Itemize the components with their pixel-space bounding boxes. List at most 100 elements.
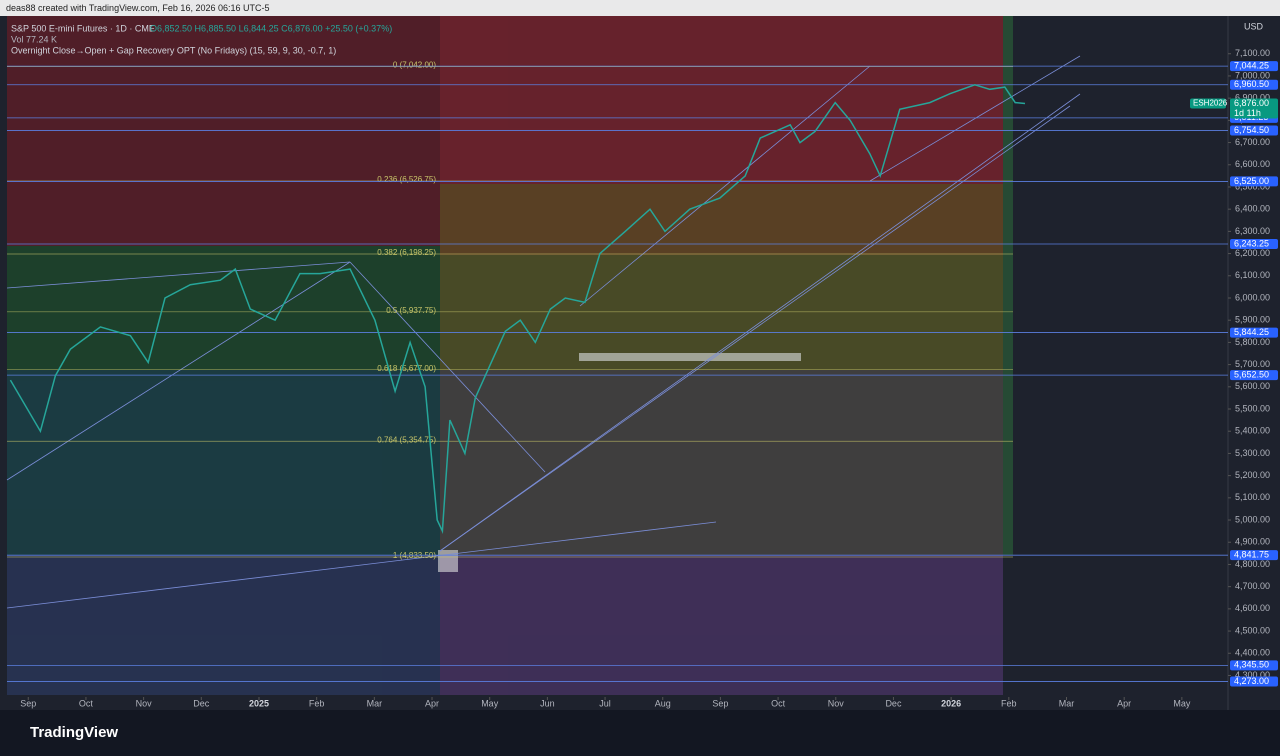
y-tick-label: 5,000.00	[1235, 514, 1270, 524]
price-tag-label: 5,652.50	[1234, 370, 1269, 380]
symbol: S&P 500 E-mini Futures · 1D · CME	[11, 23, 155, 33]
y-tick-label: 5,700.00	[1235, 359, 1270, 369]
price-tag-label: 7,044.25	[1234, 61, 1269, 71]
y-tick-label: 5,800.00	[1235, 337, 1270, 347]
y-tick-label: 4,700.00	[1235, 581, 1270, 591]
x-tick-label: Nov	[136, 698, 153, 708]
zone	[7, 246, 440, 370]
trendlines	[6, 55, 1081, 609]
currency: USD	[1244, 21, 1264, 31]
price-tag-label: 6,754.50	[1234, 125, 1269, 135]
zone	[1003, 16, 1013, 555]
x-tick-label: Mar	[1059, 698, 1075, 708]
trendline	[6, 521, 717, 609]
volume: Vol 77.24 K	[11, 34, 57, 44]
price-tag	[1230, 238, 1278, 249]
y-tick-label: 4,600.00	[1235, 603, 1270, 613]
ohlc: O6,852.50 H6,885.50 L6,844.25 C6,876.00 …	[150, 23, 392, 33]
y-tick-label: 6,600.00	[1235, 159, 1270, 169]
x-tick-label: Jun	[540, 698, 555, 708]
box	[579, 353, 801, 361]
fib-label: 0.382 (6,198.25)	[377, 248, 436, 257]
price-tag-label: 6,243.25	[1234, 238, 1269, 248]
price-line	[9, 84, 1026, 535]
fib-label: 0.236 (6,526.75)	[377, 175, 436, 184]
trendline	[349, 261, 546, 473]
y-tick-label: 5,900.00	[1235, 315, 1270, 325]
price-tag	[1230, 660, 1278, 671]
last-price-label: 6,876.00	[1234, 98, 1269, 108]
x-tick-label: Feb	[309, 698, 325, 708]
y-tick-label: 6,900.00	[1235, 93, 1270, 103]
chart: USD S&P 500 E-mini Futures · 1D · CME O6…	[0, 16, 1280, 710]
x-tick-label: 2025	[249, 698, 269, 708]
x-tick-label: May	[481, 698, 499, 708]
header: deas88 created with TradingView.com, Feb…	[0, 0, 1280, 16]
price-tag-label: 4,345.50	[1234, 660, 1269, 670]
price-tag-label: 5,844.25	[1234, 327, 1269, 337]
trendline	[439, 93, 1081, 552]
fib-label: 0 (7,042.00)	[393, 61, 436, 70]
fib-label: 0.5 (5,937.75)	[386, 306, 436, 315]
fib-label: 0.618 (5,677.00)	[377, 364, 436, 373]
y-tick-label: 6,700.00	[1235, 137, 1270, 147]
y-tick-label: 7,100.00	[1235, 48, 1270, 58]
x-tick-label: Mar	[367, 698, 383, 708]
zone	[7, 16, 440, 246]
trendline	[6, 261, 351, 289]
y-tick-label: 4,900.00	[1235, 537, 1270, 547]
x-tick-label: May	[1173, 698, 1191, 708]
x-tick-label: Apr	[1117, 698, 1131, 708]
x-tick-label: Oct	[771, 698, 786, 708]
trendline	[579, 65, 871, 307]
zone	[440, 16, 1003, 184]
zone	[440, 255, 1003, 370]
countdown: 1d 11h	[1234, 108, 1261, 118]
x-tick-label: Jul	[599, 698, 611, 708]
y-tick-label: 5,300.00	[1235, 448, 1270, 458]
x-tick-label: Dec	[193, 698, 210, 708]
price-tag	[1230, 550, 1278, 561]
y-tick-label: 6,000.00	[1235, 292, 1270, 302]
zone	[7, 370, 440, 555]
y-tick-label: 6,200.00	[1235, 248, 1270, 258]
price-tag-label: 4,841.75	[1234, 550, 1269, 560]
y-tick-label: 4,800.00	[1235, 559, 1270, 569]
y-tick-label: 4,400.00	[1235, 648, 1270, 658]
price-tag	[1230, 370, 1278, 381]
symbol-label: ESH2026	[1193, 99, 1228, 108]
fib-label: 1 (4,833.50)	[393, 551, 436, 560]
price-tag	[1230, 676, 1278, 687]
price-tag-label: 6,960.50	[1234, 79, 1269, 89]
x-tick-label: Oct	[79, 698, 94, 708]
x-tick-label: Sep	[20, 698, 36, 708]
x-tick-label: Apr	[425, 698, 439, 708]
indicator: Overnight Close→Open + Gap Recovery OPT …	[11, 45, 336, 55]
fib-label: 0.764 (5,354.75)	[377, 435, 436, 444]
x-tick-label: 2026	[941, 698, 961, 708]
price-tag-label: 6,525.00	[1234, 176, 1269, 186]
x-tick-label: Aug	[655, 698, 671, 708]
price-tag	[1230, 61, 1278, 72]
y-tick-label: 6,100.00	[1235, 270, 1270, 280]
fib-zones	[7, 16, 1013, 695]
zone	[7, 555, 440, 695]
trendline	[439, 105, 1071, 552]
x-tick-label: Feb	[1001, 698, 1017, 708]
price-tag-label: 4,273.00	[1234, 676, 1269, 686]
y-tick-label: 4,300.00	[1235, 670, 1270, 680]
y-tick-label: 6,400.00	[1235, 204, 1270, 214]
footer: TradingView	[0, 710, 1280, 752]
y-tick-label: 5,500.00	[1235, 403, 1270, 413]
x-tick-label: Nov	[828, 698, 845, 708]
y-tick-label: 5,400.00	[1235, 426, 1270, 436]
last-price-tag	[1230, 98, 1278, 119]
price-tag	[1230, 176, 1278, 187]
zone	[440, 370, 1003, 555]
trendline	[6, 261, 351, 481]
zone	[440, 555, 1003, 695]
y-tick-label: 7,000.00	[1235, 70, 1270, 80]
y-tick-label: 5,200.00	[1235, 470, 1270, 480]
symbol-tag	[1190, 98, 1226, 109]
